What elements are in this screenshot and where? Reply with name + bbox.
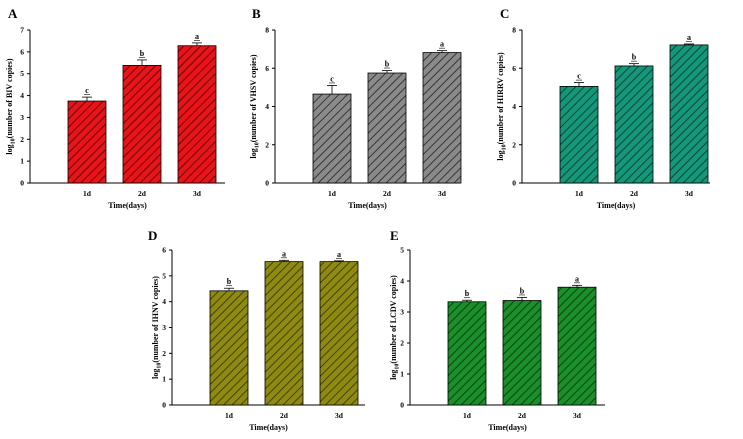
panel-label: C — [500, 6, 509, 21]
y-tick-label: 0 — [20, 179, 24, 188]
panel-e: E 0 1 2 3 4 5 b 1d b 2d a 3d Time(days) log10(number o… — [389, 228, 605, 432]
x-tick-label: 3d — [193, 189, 202, 198]
y-axis-title: log10(number of IHNV copies) — [151, 276, 163, 379]
bar — [264, 261, 304, 406]
bar — [67, 100, 107, 184]
y-tick-label: 1 — [20, 157, 24, 166]
x-tick-label: 1d — [225, 411, 234, 420]
x-tick-label: 2d — [518, 411, 527, 420]
bar — [319, 261, 359, 406]
significance-label: c — [330, 74, 334, 83]
y-tick-label: 2 — [265, 140, 269, 149]
y-tick-label: 2 — [512, 140, 516, 149]
x-tick-label: 2d — [138, 189, 147, 198]
bar — [367, 72, 407, 184]
significance-label: c — [577, 72, 581, 81]
significance-label: b — [227, 277, 232, 286]
significance-label: a — [440, 40, 444, 49]
significance-label: a — [195, 32, 199, 41]
y-tick-label: 4 — [400, 277, 404, 286]
panel-b: B 0 2 4 6 8 c 1d b 2d a 3d Time(days) log10(number of… — [249, 6, 462, 210]
bar — [122, 65, 162, 184]
panel-label: D — [148, 228, 157, 243]
significance-label: b — [385, 60, 390, 69]
x-axis-title: Time(days) — [108, 201, 147, 210]
panel-d: D 0 1 2 3 4 5 6 b 1d a 2d a 3d Time(days) log10(number … — [148, 228, 365, 432]
x-axis-title: Time(days) — [249, 423, 288, 432]
x-tick-label: 1d — [83, 189, 92, 198]
panel-a: A 0 1 2 3 4 5 6 7 c 1d b 2d a 3d Time(days) log10(number… — [5, 6, 225, 210]
x-tick-label: 3d — [438, 189, 447, 198]
bar — [209, 290, 249, 406]
x-axis-title: Time(days) — [597, 201, 636, 210]
y-tick-label: 1 — [162, 375, 166, 384]
y-axis-title: log10(number of VHSV copies) — [249, 54, 261, 158]
y-tick-label: 5 — [162, 271, 166, 280]
y-tick-label: 4 — [265, 102, 269, 111]
x-tick-label: 2d — [630, 189, 639, 198]
y-tick-label: 4 — [162, 297, 166, 306]
x-tick-label: 3d — [335, 411, 344, 420]
y-tick-label: 0 — [400, 401, 404, 410]
significance-label: a — [282, 249, 286, 258]
y-tick-label: 5 — [400, 246, 404, 255]
bar — [614, 65, 654, 184]
y-tick-label: 3 — [400, 308, 404, 317]
significance-label: b — [465, 289, 470, 298]
x-tick-label: 2d — [383, 189, 392, 198]
y-tick-label: 8 — [512, 26, 516, 35]
panel-label: B — [252, 6, 261, 21]
x-tick-label: 3d — [573, 411, 582, 420]
panel-c: C 0 2 4 6 8 c 1d b 2d a 3d Time(days) log10(number of… — [496, 6, 710, 210]
y-tick-label: 6 — [265, 64, 269, 73]
y-tick-label: 6 — [162, 246, 166, 255]
bar — [669, 44, 709, 184]
x-axis-title: Time(days) — [488, 423, 527, 432]
significance-label: b — [632, 53, 637, 62]
bar — [557, 286, 597, 406]
y-axis-title: log10(number of HIRRV copies) — [496, 52, 508, 161]
y-tick-label: 1 — [400, 370, 404, 379]
y-tick-label: 6 — [20, 47, 24, 56]
y-tick-label: 4 — [20, 91, 24, 100]
significance-label: a — [575, 274, 579, 283]
bar — [559, 86, 599, 184]
panel-label: A — [8, 6, 18, 21]
significance-label: b — [520, 286, 525, 295]
y-tick-label: 3 — [162, 323, 166, 332]
y-tick-label: 4 — [512, 102, 516, 111]
significance-label: a — [687, 33, 691, 42]
x-tick-label: 1d — [463, 411, 472, 420]
y-axis-title: log10(number of LCDV copies) — [389, 275, 401, 380]
bar — [502, 300, 542, 406]
y-tick-label: 0 — [162, 401, 166, 410]
x-axis-title: Time(days) — [348, 201, 387, 210]
x-tick-label: 3d — [685, 189, 694, 198]
bar — [422, 52, 462, 184]
y-tick-label: 7 — [20, 26, 24, 35]
y-tick-label: 5 — [20, 69, 24, 78]
x-tick-label: 1d — [575, 189, 584, 198]
y-tick-label: 6 — [512, 64, 516, 73]
y-tick-label: 2 — [20, 135, 24, 144]
y-tick-label: 2 — [400, 339, 404, 348]
x-tick-label: 1d — [328, 189, 337, 198]
y-tick-label: 0 — [512, 179, 516, 188]
x-tick-label: 2d — [280, 411, 289, 420]
y-tick-label: 3 — [20, 113, 24, 122]
panel-label: E — [390, 228, 399, 243]
y-tick-label: 2 — [162, 349, 166, 358]
y-tick-label: 0 — [265, 179, 269, 188]
bar — [177, 45, 217, 184]
significance-label: c — [85, 86, 89, 95]
bar — [312, 93, 352, 184]
significance-label: b — [140, 49, 145, 58]
y-tick-label: 8 — [265, 26, 269, 35]
y-axis-title: log10(number of BIV copies) — [5, 58, 17, 155]
bar — [447, 301, 487, 406]
significance-label: a — [337, 250, 341, 259]
